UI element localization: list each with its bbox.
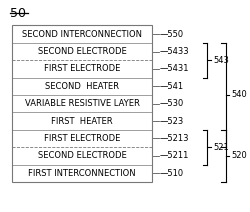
- Text: —523: —523: [160, 117, 184, 126]
- Text: 543: 543: [213, 56, 229, 65]
- Text: —5433: —5433: [160, 47, 190, 56]
- Text: FIRST ELECTRODE: FIRST ELECTRODE: [44, 134, 120, 143]
- Text: 50: 50: [10, 7, 26, 20]
- Text: SECOND INTERCONNECTION: SECOND INTERCONNECTION: [22, 30, 142, 39]
- Text: 520: 520: [231, 151, 247, 160]
- Text: —541: —541: [160, 82, 184, 91]
- Text: —530: —530: [160, 99, 184, 108]
- Text: —5431: —5431: [160, 64, 190, 73]
- Text: FIRST INTERCONNECTION: FIRST INTERCONNECTION: [28, 169, 136, 178]
- Text: —550: —550: [160, 30, 184, 39]
- Text: SECOND ELECTRODE: SECOND ELECTRODE: [38, 151, 126, 160]
- Text: —5211: —5211: [160, 151, 189, 160]
- Text: —5213: —5213: [160, 134, 190, 143]
- Text: —510: —510: [160, 169, 184, 178]
- Text: SECOND ELECTRODE: SECOND ELECTRODE: [38, 47, 126, 56]
- Text: FIRST ELECTRODE: FIRST ELECTRODE: [44, 64, 120, 73]
- Text: 540: 540: [231, 91, 247, 99]
- Text: 521: 521: [213, 143, 229, 152]
- Text: FIRST  HEATER: FIRST HEATER: [51, 117, 113, 126]
- Text: VARIABLE RESISTIVE LAYER: VARIABLE RESISTIVE LAYER: [25, 99, 140, 108]
- Text: SECOND  HEATER: SECOND HEATER: [45, 82, 119, 91]
- Bar: [12, 25, 152, 182]
